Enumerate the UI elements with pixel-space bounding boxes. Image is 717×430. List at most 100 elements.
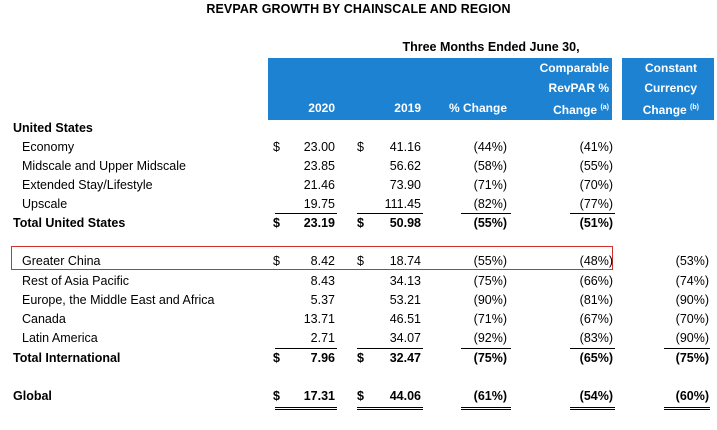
value-2019: 50.98 [389,216,421,230]
value-2019: 53.21 [389,293,421,307]
total-rule [275,409,337,410]
section-title-us: United States [0,119,717,138]
value-2020: 2.71 [310,331,335,345]
value-2019: 32.47 [389,351,421,365]
currency-symbol: $ [273,140,280,154]
comparable-change: (67%) [579,312,613,326]
currency-symbol: $ [357,254,364,268]
comparable-change: (51%) [579,216,613,230]
report-title: REVPAR GROWTH BY CHAINSCALE AND REGION [206,2,511,16]
header-comparable-l2: RevPAR % [548,81,609,95]
comparable-change: (54%) [579,389,613,403]
table-row-emea: Europe, the Middle East and Africa 5.37 … [0,291,717,310]
subtotal-rule [461,348,511,349]
row-label: Upscale [22,197,68,211]
comparable-change: (48%) [579,254,613,268]
constant-currency-change: (90%) [675,293,709,307]
currency-symbol: $ [273,254,280,268]
header-2020: 2020 [308,101,335,115]
header-constant-l2: Currency [644,81,697,95]
subtotal-rule [275,213,337,214]
table-row-rest-of-asia: Rest of Asia Pacific 8.43 34.13 (75%) (6… [0,272,717,291]
subtotal-rule [570,213,615,214]
value-2019: 111.45 [384,197,421,211]
comparable-change: (41%) [579,140,613,154]
total-rule [357,409,423,410]
header-pct-change: % Change [448,101,507,115]
total-rule [461,409,511,410]
value-2020: 23.00 [303,140,335,154]
pct-change: (71%) [473,178,507,192]
table-row-total-us: Total United States $ 23.19 $ 50.98 (55%… [0,214,717,233]
total-rule [664,407,710,408]
total-rule [570,409,615,410]
comparable-change: (66%) [579,274,613,288]
value-2019: 34.07 [389,331,421,345]
header-constant-note: (b) [690,104,699,111]
currency-symbol: $ [357,140,364,154]
subtotal-rule [570,348,615,349]
row-label: Midscale and Upper Midscale [22,159,186,173]
currency-symbol: $ [273,216,280,230]
value-2019: 56.62 [389,159,421,173]
constant-currency-change: (60%) [675,389,709,403]
total-rule [664,409,710,410]
row-label: Total United States [13,216,126,230]
section-label: United States [13,121,93,135]
currency-symbol: $ [357,389,364,403]
row-label: Global [13,389,52,403]
header-band-constant [622,58,714,120]
row-label: Latin America [22,331,98,345]
pct-change: (75%) [473,274,507,288]
table-row-economy: Economy $ 23.00 $ 41.16 (44%) (41%) [0,138,717,157]
pct-change: (75%) [473,351,507,365]
constant-currency-change: (90%) [675,331,709,345]
table-row-upscale: Upscale 19.75 111.45 (82%) (77%) [0,195,717,214]
row-label: Extended Stay/Lifestyle [22,178,153,192]
value-2020: 19.75 [303,197,335,211]
value-2019: 46.51 [389,312,421,326]
row-label: Europe, the Middle East and Africa [22,293,215,307]
value-2020: 21.46 [303,178,335,192]
subtotal-rule [357,348,423,349]
subtotal-rule [461,213,511,214]
comparable-change: (70%) [579,178,613,192]
row-label: Economy [22,140,75,154]
constant-currency-change: (53%) [675,254,709,268]
table-row-extended-stay: Extended Stay/Lifestyle 21.46 73.90 (71%… [0,176,717,195]
row-label: Rest of Asia Pacific [22,274,129,288]
comparable-change: (83%) [579,331,613,345]
total-rule [570,407,615,408]
pct-change: (92%) [473,331,507,345]
pct-change: (55%) [473,216,507,230]
constant-currency-change: (70%) [675,312,709,326]
subtotal-rule [664,348,710,349]
table-row-canada: Canada 13.71 46.51 (71%) (67%) (70%) [0,310,717,329]
header-constant-text: Change [642,103,687,117]
comparable-change: (55%) [579,159,613,173]
header-comparable-text: Change [553,103,598,117]
value-2020: 8.43 [310,274,335,288]
value-2019: 44.06 [389,389,421,403]
pct-change: (61%) [473,389,507,403]
value-2020: 8.42 [310,254,335,268]
value-2019: 18.74 [389,254,421,268]
header-comparable-note: (a) [600,104,609,111]
table-row-midscale: Midscale and Upper Midscale 23.85 56.62 … [0,157,717,176]
subtotal-rule [357,213,423,214]
row-label: Greater China [22,254,101,268]
pct-change: (71%) [473,312,507,326]
header-comparable-l3: Change (a) [553,98,609,120]
comparable-change: (77%) [579,197,613,211]
value-2019: 73.90 [389,178,421,192]
currency-symbol: $ [357,216,364,230]
comparable-change: (81%) [579,293,613,307]
value-2020: 7.96 [310,351,335,365]
total-rule [357,407,423,408]
value-2020: 23.85 [303,159,335,173]
total-rule [461,407,511,408]
value-2019: 34.13 [389,274,421,288]
total-rule [275,407,337,408]
pct-change: (58%) [473,159,507,173]
value-2020: 13.71 [303,312,335,326]
